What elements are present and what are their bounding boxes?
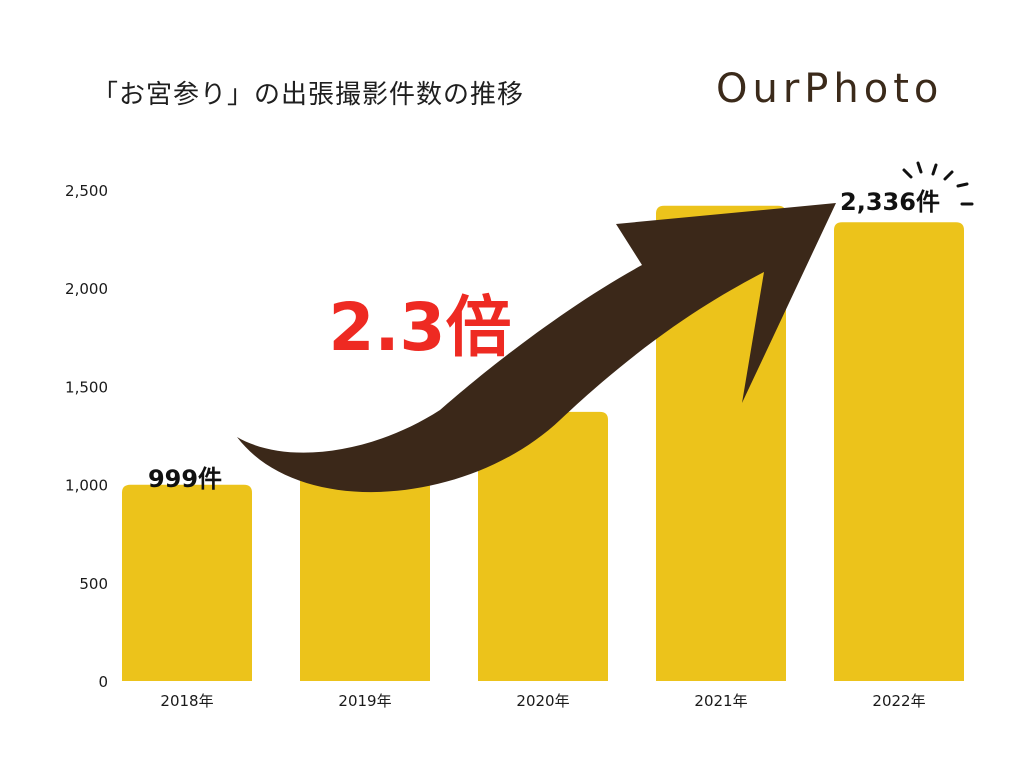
x-tick-label: 2022年 [872, 692, 925, 710]
bar-2022年 [834, 222, 964, 681]
growth-arrow-icon [237, 203, 836, 493]
y-tick-label: 0 [98, 673, 108, 691]
y-tick-label: 500 [79, 575, 108, 593]
x-axis: 2018年 2019年 2020年 2021年 2022年 [160, 692, 925, 710]
x-tick-label: 2018年 [160, 692, 213, 710]
multiplier-label: 2.3倍 [329, 289, 512, 366]
y-tick-label: 2,000 [65, 280, 108, 298]
data-labels: 999件 2,336件 [148, 188, 940, 493]
data-label: 2,336件 [840, 188, 940, 216]
x-tick-label: 2019年 [338, 692, 391, 710]
y-tick-label: 1,500 [65, 378, 108, 396]
y-tick-label: 1,000 [65, 477, 108, 495]
y-tick-label: 2,500 [65, 182, 108, 200]
x-tick-label: 2021年 [694, 692, 747, 710]
chart-title: 「お宮参り」の出張撮影件数の推移 [92, 80, 525, 110]
bar-2019年 [300, 461, 430, 681]
bars [122, 205, 964, 681]
bar-2018年 [122, 484, 252, 681]
y-axis: 0 500 1,000 1,500 2,000 2,500 [65, 182, 108, 691]
sparkle-icon [902, 161, 974, 206]
x-tick-label: 2020年 [516, 692, 569, 710]
ourphoto-logo: OurPhoto [716, 66, 944, 112]
bar-2021年 [656, 205, 786, 681]
data-label: 999件 [148, 465, 222, 493]
bar-2020年 [478, 411, 608, 681]
